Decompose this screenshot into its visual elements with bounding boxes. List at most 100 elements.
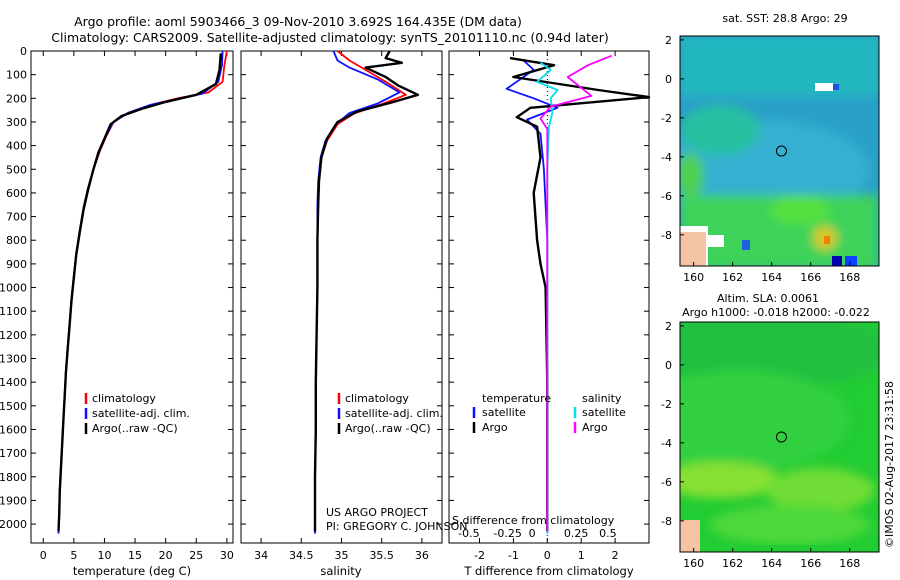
salinity-xtick-label: 35 [335,549,349,562]
salinity-xlabel: salinity [320,564,361,578]
sla_map-lon-label: 166 [800,557,821,570]
depth-tick-label: 800 [6,234,27,247]
difference-xtick-label: 2 [612,549,619,562]
sla_map-lat-label: -4 [661,437,672,450]
sst-map-title: sat. SST: 28.8 Argo: 29 [722,12,847,25]
s-difference-label: S difference from climatology [452,514,615,527]
sst_map-lat-label: 0 [665,73,672,86]
sla-map-title: Altim. SLA: 0.0061 [717,292,819,305]
sst_map-lon-label: 166 [800,271,821,284]
salinity-xtick-label: 34 [254,549,268,562]
sla_map-lat-label: -6 [661,476,672,489]
sst_map-lat-label: -6 [661,190,672,203]
difference-xtick-label: 1 [578,549,585,562]
temperature-series-climatology [57,50,228,534]
temperature-xtick-label: 20 [159,549,173,562]
legend-sal-satellite: satellite [582,406,626,419]
temperature-legend: climatology satellite-adj. clim. Argo(..… [84,392,190,435]
temperature-series-satellite-adj-clim- [57,50,224,534]
legend-climatology: climatology [92,392,156,405]
sla_map-lon-label: 162 [722,557,743,570]
legend-satellite-adj: satellite-adj. clim. [92,407,190,420]
legend-temp-satellite: satellite [482,406,526,419]
temperature-xtick-label: 15 [128,549,142,562]
temperature-series-argo [57,53,222,532]
difference-xtick-label: 0 [544,549,551,562]
s-diff-tick-label: -0.5 [458,527,479,540]
salinity-series-satellite-adj-clim- [314,50,401,534]
depth-tick-label: 100 [6,69,27,82]
axis-ticks: 0 5 10 15 20 25 30 34 34.5 35 35.5 36 -2 -1 0 1 2 [31,50,649,562]
salinity-panel-frame [240,50,443,544]
depth-tick-label: 600 [6,187,27,200]
depth-tick-label: 300 [6,116,27,129]
sst_map-lat-label: 2 [665,34,672,47]
s-diff-tick-label: 0 [529,527,536,540]
legend-sal-argo: Argo [582,421,608,434]
sst_map-lat-label: -8 [661,229,672,242]
temperature-xtick-label: 10 [97,549,111,562]
depth-tick-label: 200 [6,92,27,105]
depth-axis: 0 100 200 300 400 500 600 700 800 900 1000 1100 1200… [0,45,27,531]
sla_map-lat-label: -8 [661,515,672,528]
salinity-series-argo [313,50,420,532]
sla-map-axes: 160 162 164 166 168 2 0 -2 -4 -6 -8 [661,320,860,570]
sal-legend-satellite-adj: satellite-adj. clim. [345,407,443,420]
difference-series-temperature-argo [509,56,651,532]
depth-tick-label: 400 [6,140,27,153]
sla-map-frame [679,321,880,553]
depth-tick-label: 700 [6,211,27,224]
depth-tick-label: 1200 [0,329,27,342]
sst-argo-location-marker [775,145,787,157]
sla-map [680,322,879,552]
sla_map-lon-label: 168 [839,557,860,570]
sla_map-lat-label: 2 [665,320,672,333]
s-diff-tick-label: 0.5 [599,527,617,540]
temperature-panel-frame [30,50,234,544]
temperature-xtick-label: 25 [189,549,203,562]
sla_map-lon-label: 164 [761,557,782,570]
legend-temperature-heading: temperature [482,392,551,405]
salinity-xtick-label: 34.5 [289,549,314,562]
title-line-1: Argo profile: aoml 5903466_3 09-Nov-2010… [74,14,522,29]
depth-tick-label: 1900 [0,494,27,507]
depth-tick-label: 1300 [0,353,27,366]
legend-temp-argo: Argo [482,421,508,434]
depth-tick-label: 0 [20,45,27,58]
depth-tick-label: 900 [6,258,27,271]
depth-tick-label: 1700 [0,447,27,460]
sst_map-lon-label: 162 [722,271,743,284]
sst_map-lat-label: -4 [661,151,672,164]
difference-xtick-label: -2 [474,549,485,562]
difference-legend: temperature satellite Argo salinity sate… [472,392,626,434]
depth-tick-label: 1100 [0,305,27,318]
s-diff-tick-label: 0.25 [564,527,589,540]
depth-tick-label: 1500 [0,400,27,413]
difference-series-temperature-satellite [505,59,559,534]
legend-argo: Argo(..raw -QC) [92,422,178,435]
profile-curves [57,50,651,534]
salinity-legend: climatology satellite-adj. clim. Argo(..… [337,392,443,435]
project-label: US ARGO PROJECT [326,506,428,519]
sla_map-lat-label: 0 [665,359,672,372]
s-diff-tick-label: -0.25 [493,527,521,540]
difference-xlabel: T difference from climatology [463,564,634,578]
sla_map-lat-label: -2 [661,398,672,411]
depth-tick-label: 2000 [0,518,27,531]
temperature-xlabel: temperature (deg C) [73,564,191,578]
s-difference-ticks: -0.5 -0.25 0 0.25 0.5 [458,527,617,540]
depth-tick-label: 1400 [0,376,27,389]
depth-tick-label: 1800 [0,471,27,484]
temperature-xtick-label: 5 [70,549,77,562]
difference-panel-frame [448,50,650,544]
depth-tick-label: 500 [6,163,27,176]
sla-argo-location-marker [775,431,787,443]
sst_map-lon-label: 160 [683,271,704,284]
sst_map-lon-label: 168 [839,271,860,284]
sst_map-lat-label: -2 [661,112,672,125]
depth-tick-label: 1000 [0,282,27,295]
difference-xtick-label: -1 [508,549,519,562]
sst_map-lon-label: 164 [761,271,782,284]
sla_map-lon-label: 160 [683,557,704,570]
